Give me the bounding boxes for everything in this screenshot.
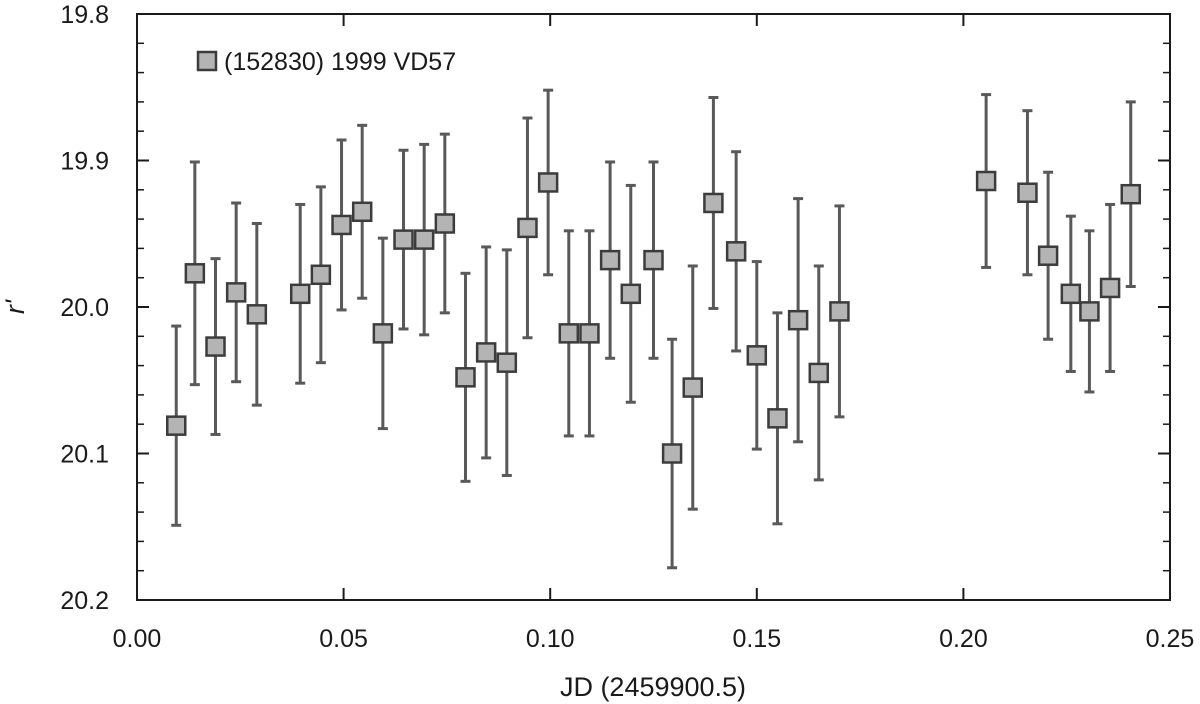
data-point [184,263,206,284]
data-point [475,342,497,363]
data-markers [166,170,1141,464]
data-point [746,345,768,366]
y-tick-label: 20.2 [60,587,109,615]
data-point [1079,301,1100,322]
data-point [205,336,226,357]
data-point [829,301,850,322]
y-tick-label: 20.1 [60,441,109,469]
legend-label: (152830) 1999 VD57 [224,48,456,76]
data-point [643,249,664,271]
x-tick-label: 0.20 [939,625,988,653]
y-tick-label: 20.0 [60,294,109,322]
data-point [413,229,435,250]
data-point [517,217,538,239]
data-point [372,323,394,344]
legend-marker [196,50,218,72]
y-tick-label: 19.8 [60,1,109,29]
y-tick-label: 19.9 [60,148,109,176]
data-point [808,362,830,384]
data-point [1099,277,1121,299]
data-point [787,309,809,331]
x-tick-label: 0.25 [1146,625,1195,653]
data-point [682,377,704,398]
data-point [246,304,268,325]
data-point [434,213,456,234]
x-tick-label: 0.05 [319,625,368,653]
x-axis-title: JD (2459900.5) [560,672,746,702]
data-point [166,415,187,436]
data-point [537,172,559,193]
data-point [310,264,332,286]
data-point [1037,245,1059,266]
data-point [1060,283,1082,305]
data-point [393,229,414,250]
data-point [331,214,352,236]
data-point [455,367,476,388]
x-tick-label: 0.00 [113,625,162,653]
x-tick-label: 0.10 [526,625,575,653]
data-point [558,323,580,344]
data-point [1017,182,1038,203]
x-tick-label: 0.15 [732,625,781,653]
data-point [351,201,373,223]
y-axis: 19.8 19.9 20.0 20.1 20.2 [60,1,1170,615]
data-point [620,283,642,305]
legend: (152830) 1999 VD57 [196,48,456,76]
data-point [1120,183,1141,205]
data-point [599,249,621,271]
data-point [661,443,683,464]
x-axis: 0.00 0.05 0.10 0.15 0.20 0.25 [113,14,1195,653]
data-point [975,170,997,192]
data-point [225,282,247,303]
data-point [579,323,600,344]
data-point [289,283,311,305]
data-point [703,192,724,214]
data-point [496,352,518,373]
data-point [725,241,747,262]
y-axis-title: r' [0,299,30,314]
data-point [767,408,788,429]
